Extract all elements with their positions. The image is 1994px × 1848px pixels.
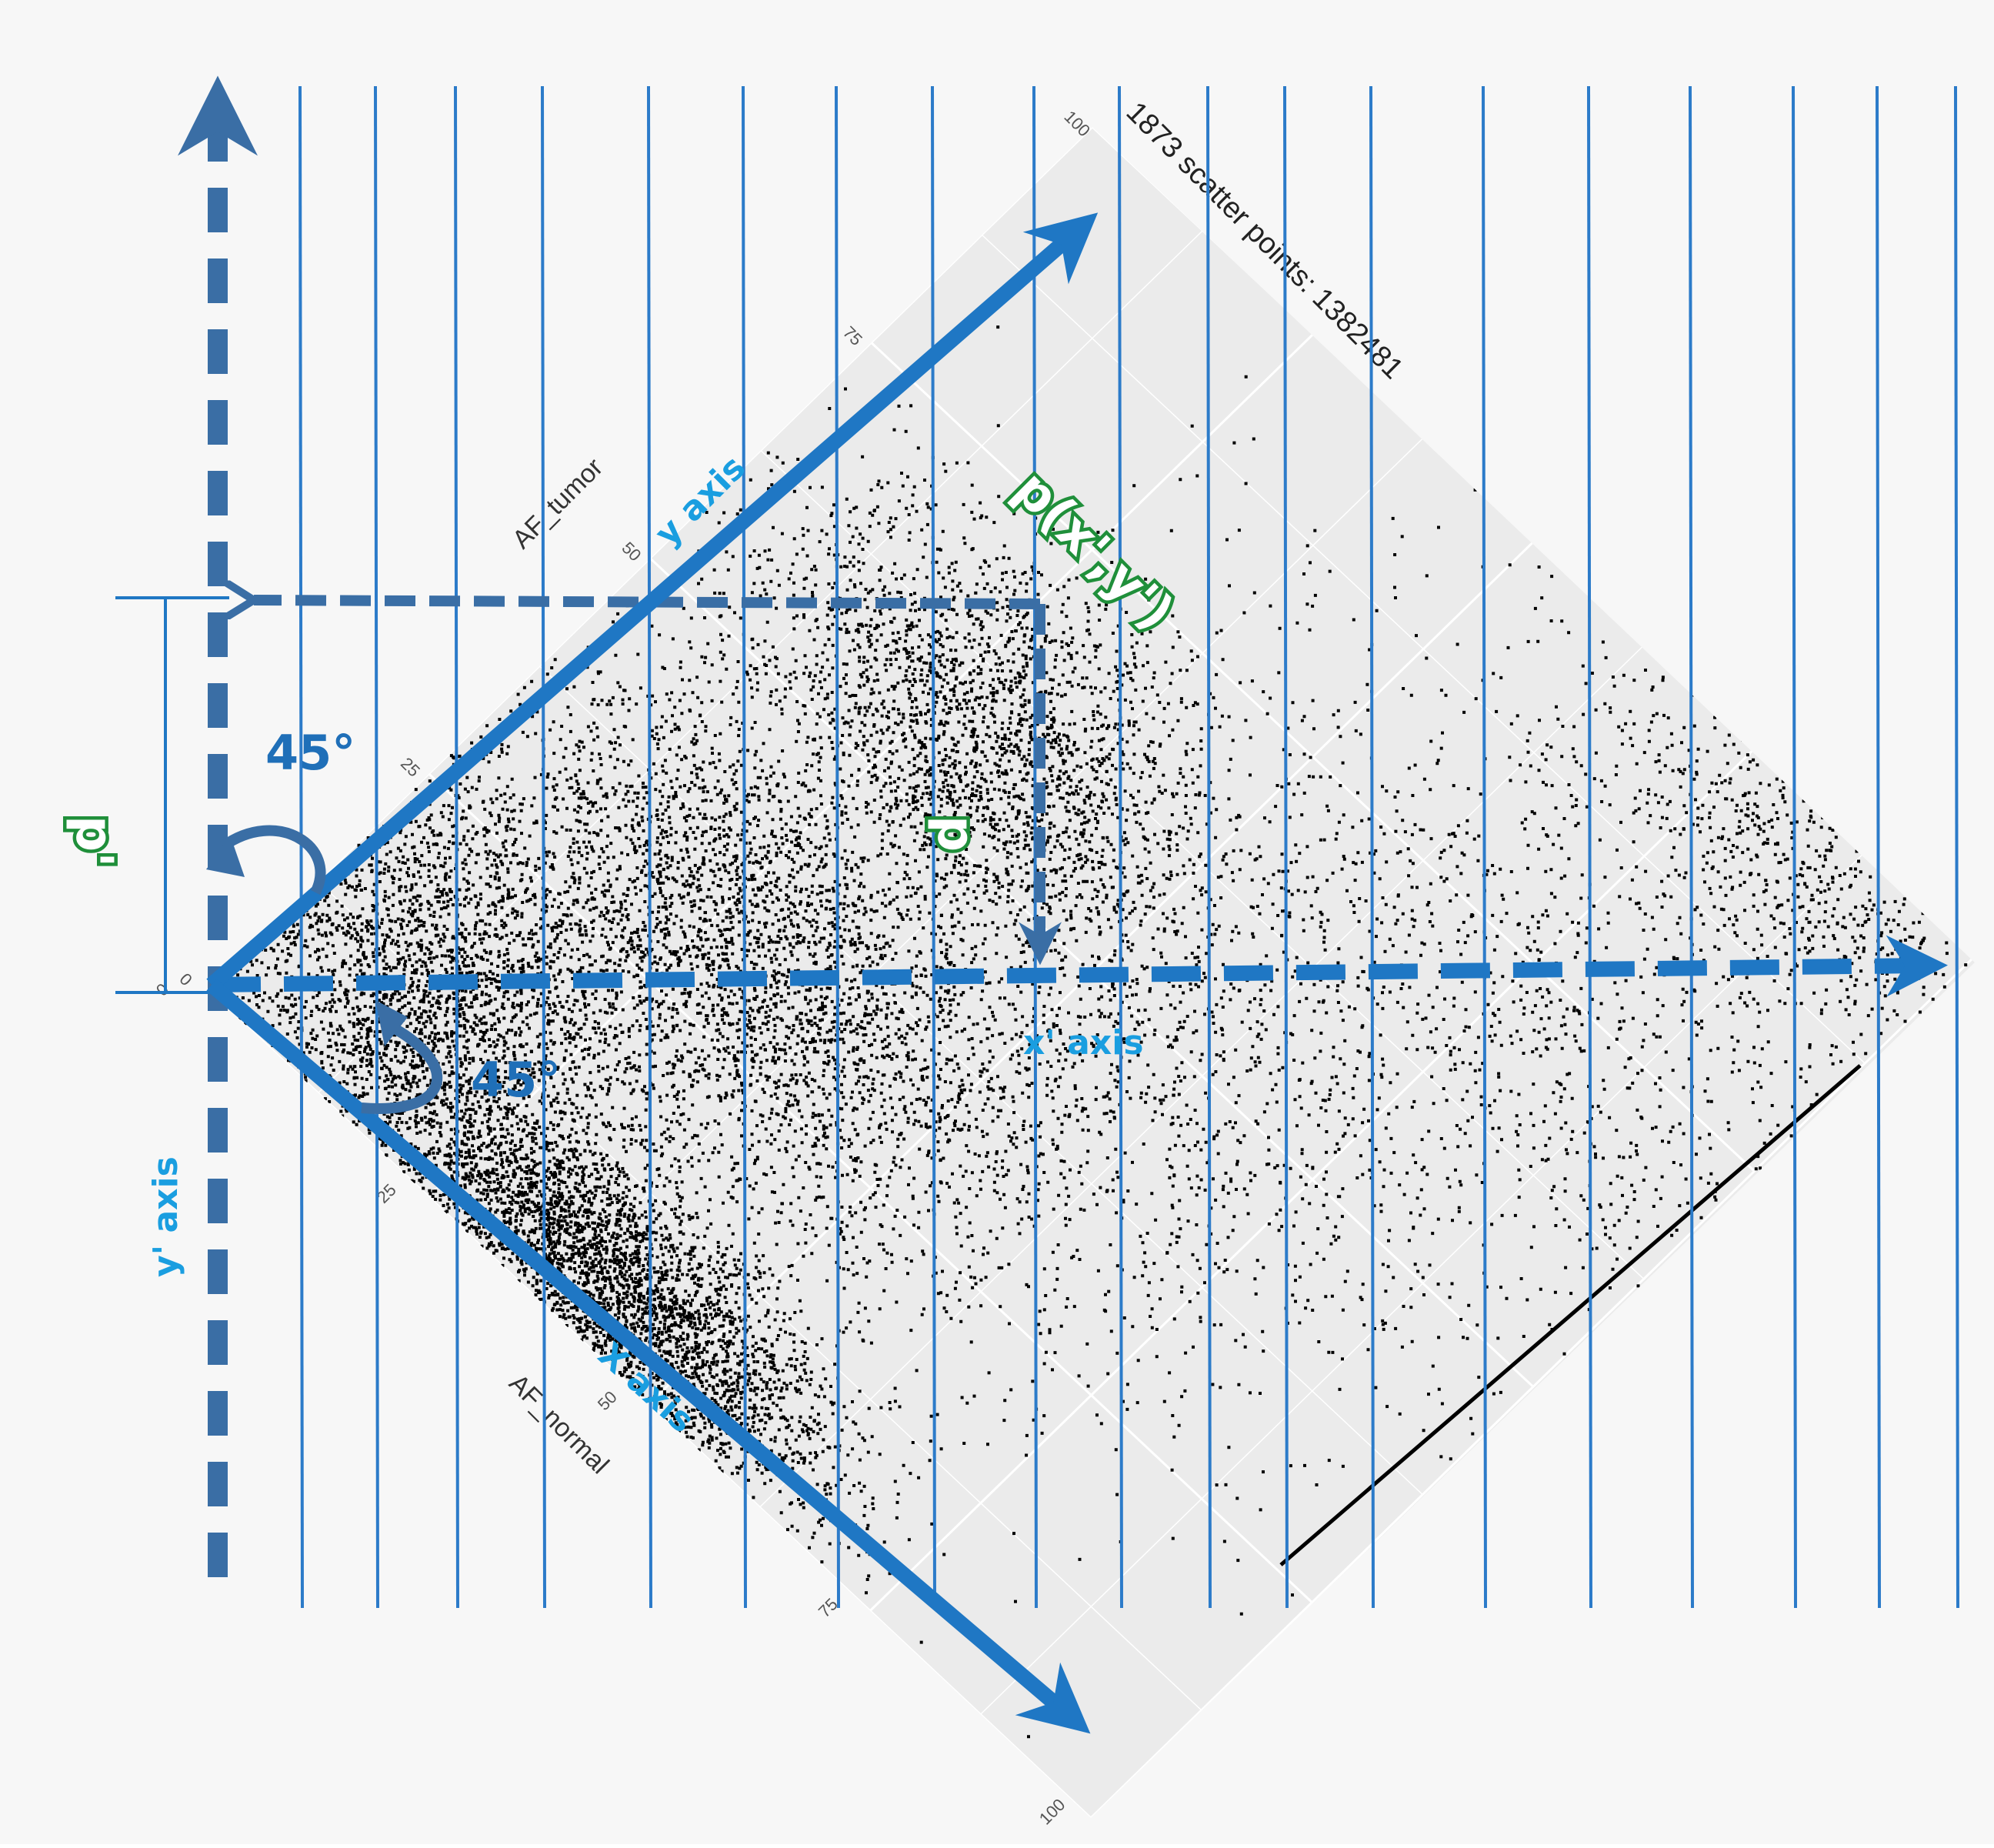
projection-left-arrow bbox=[254, 600, 1041, 604]
x-axis-arrow bbox=[206, 979, 1091, 1734]
scan-line bbox=[1689, 85, 1694, 1609]
rotation-arrow-top bbox=[219, 825, 326, 896]
scan-line bbox=[1283, 85, 1289, 1609]
scan-line bbox=[1792, 85, 1797, 1609]
scan-line bbox=[1206, 85, 1212, 1609]
grid-line bbox=[760, 449, 1645, 1279]
scan-line bbox=[1876, 85, 1881, 1609]
grid-line bbox=[979, 851, 1866, 1715]
angle-label-top: 45° bbox=[265, 725, 355, 781]
scan-line bbox=[1482, 85, 1487, 1609]
vertical-scan-lines bbox=[298, 85, 1959, 1609]
scan-line bbox=[835, 85, 840, 1609]
scatter-point-cloud bbox=[215, 325, 1968, 1739]
p-prime-label: p' bbox=[65, 816, 124, 867]
x-prime-axis-label: x' axis bbox=[1023, 1023, 1144, 1062]
rotation-arrowhead-top bbox=[206, 837, 245, 877]
grid-line bbox=[869, 747, 1756, 1612]
scatter-points bbox=[215, 325, 1968, 1739]
grid-line bbox=[981, 234, 1866, 1064]
scan-line bbox=[454, 85, 459, 1609]
y-prime-axis-label: y' axis bbox=[146, 1156, 185, 1277]
scan-line bbox=[1369, 85, 1375, 1609]
rotation-arrow-bottom bbox=[361, 1018, 443, 1114]
scan-line bbox=[298, 85, 304, 1609]
scan-line bbox=[1587, 85, 1592, 1609]
angle-label-bottom: 45° bbox=[471, 1052, 561, 1108]
scan-line bbox=[541, 85, 546, 1609]
scan-line bbox=[1954, 85, 1959, 1609]
scan-line bbox=[742, 85, 747, 1609]
grid-line bbox=[1089, 954, 1975, 1818]
rotation-arrowhead-bottom bbox=[375, 1000, 408, 1046]
y-axis-arrow bbox=[206, 212, 1099, 991]
grid-line bbox=[870, 342, 1756, 1173]
p-label: p bbox=[926, 816, 985, 852]
scan-line bbox=[931, 85, 936, 1609]
diagonal-data-line bbox=[1279, 1064, 1862, 1566]
grid-line bbox=[759, 644, 1646, 1508]
scan-line bbox=[1118, 85, 1123, 1609]
